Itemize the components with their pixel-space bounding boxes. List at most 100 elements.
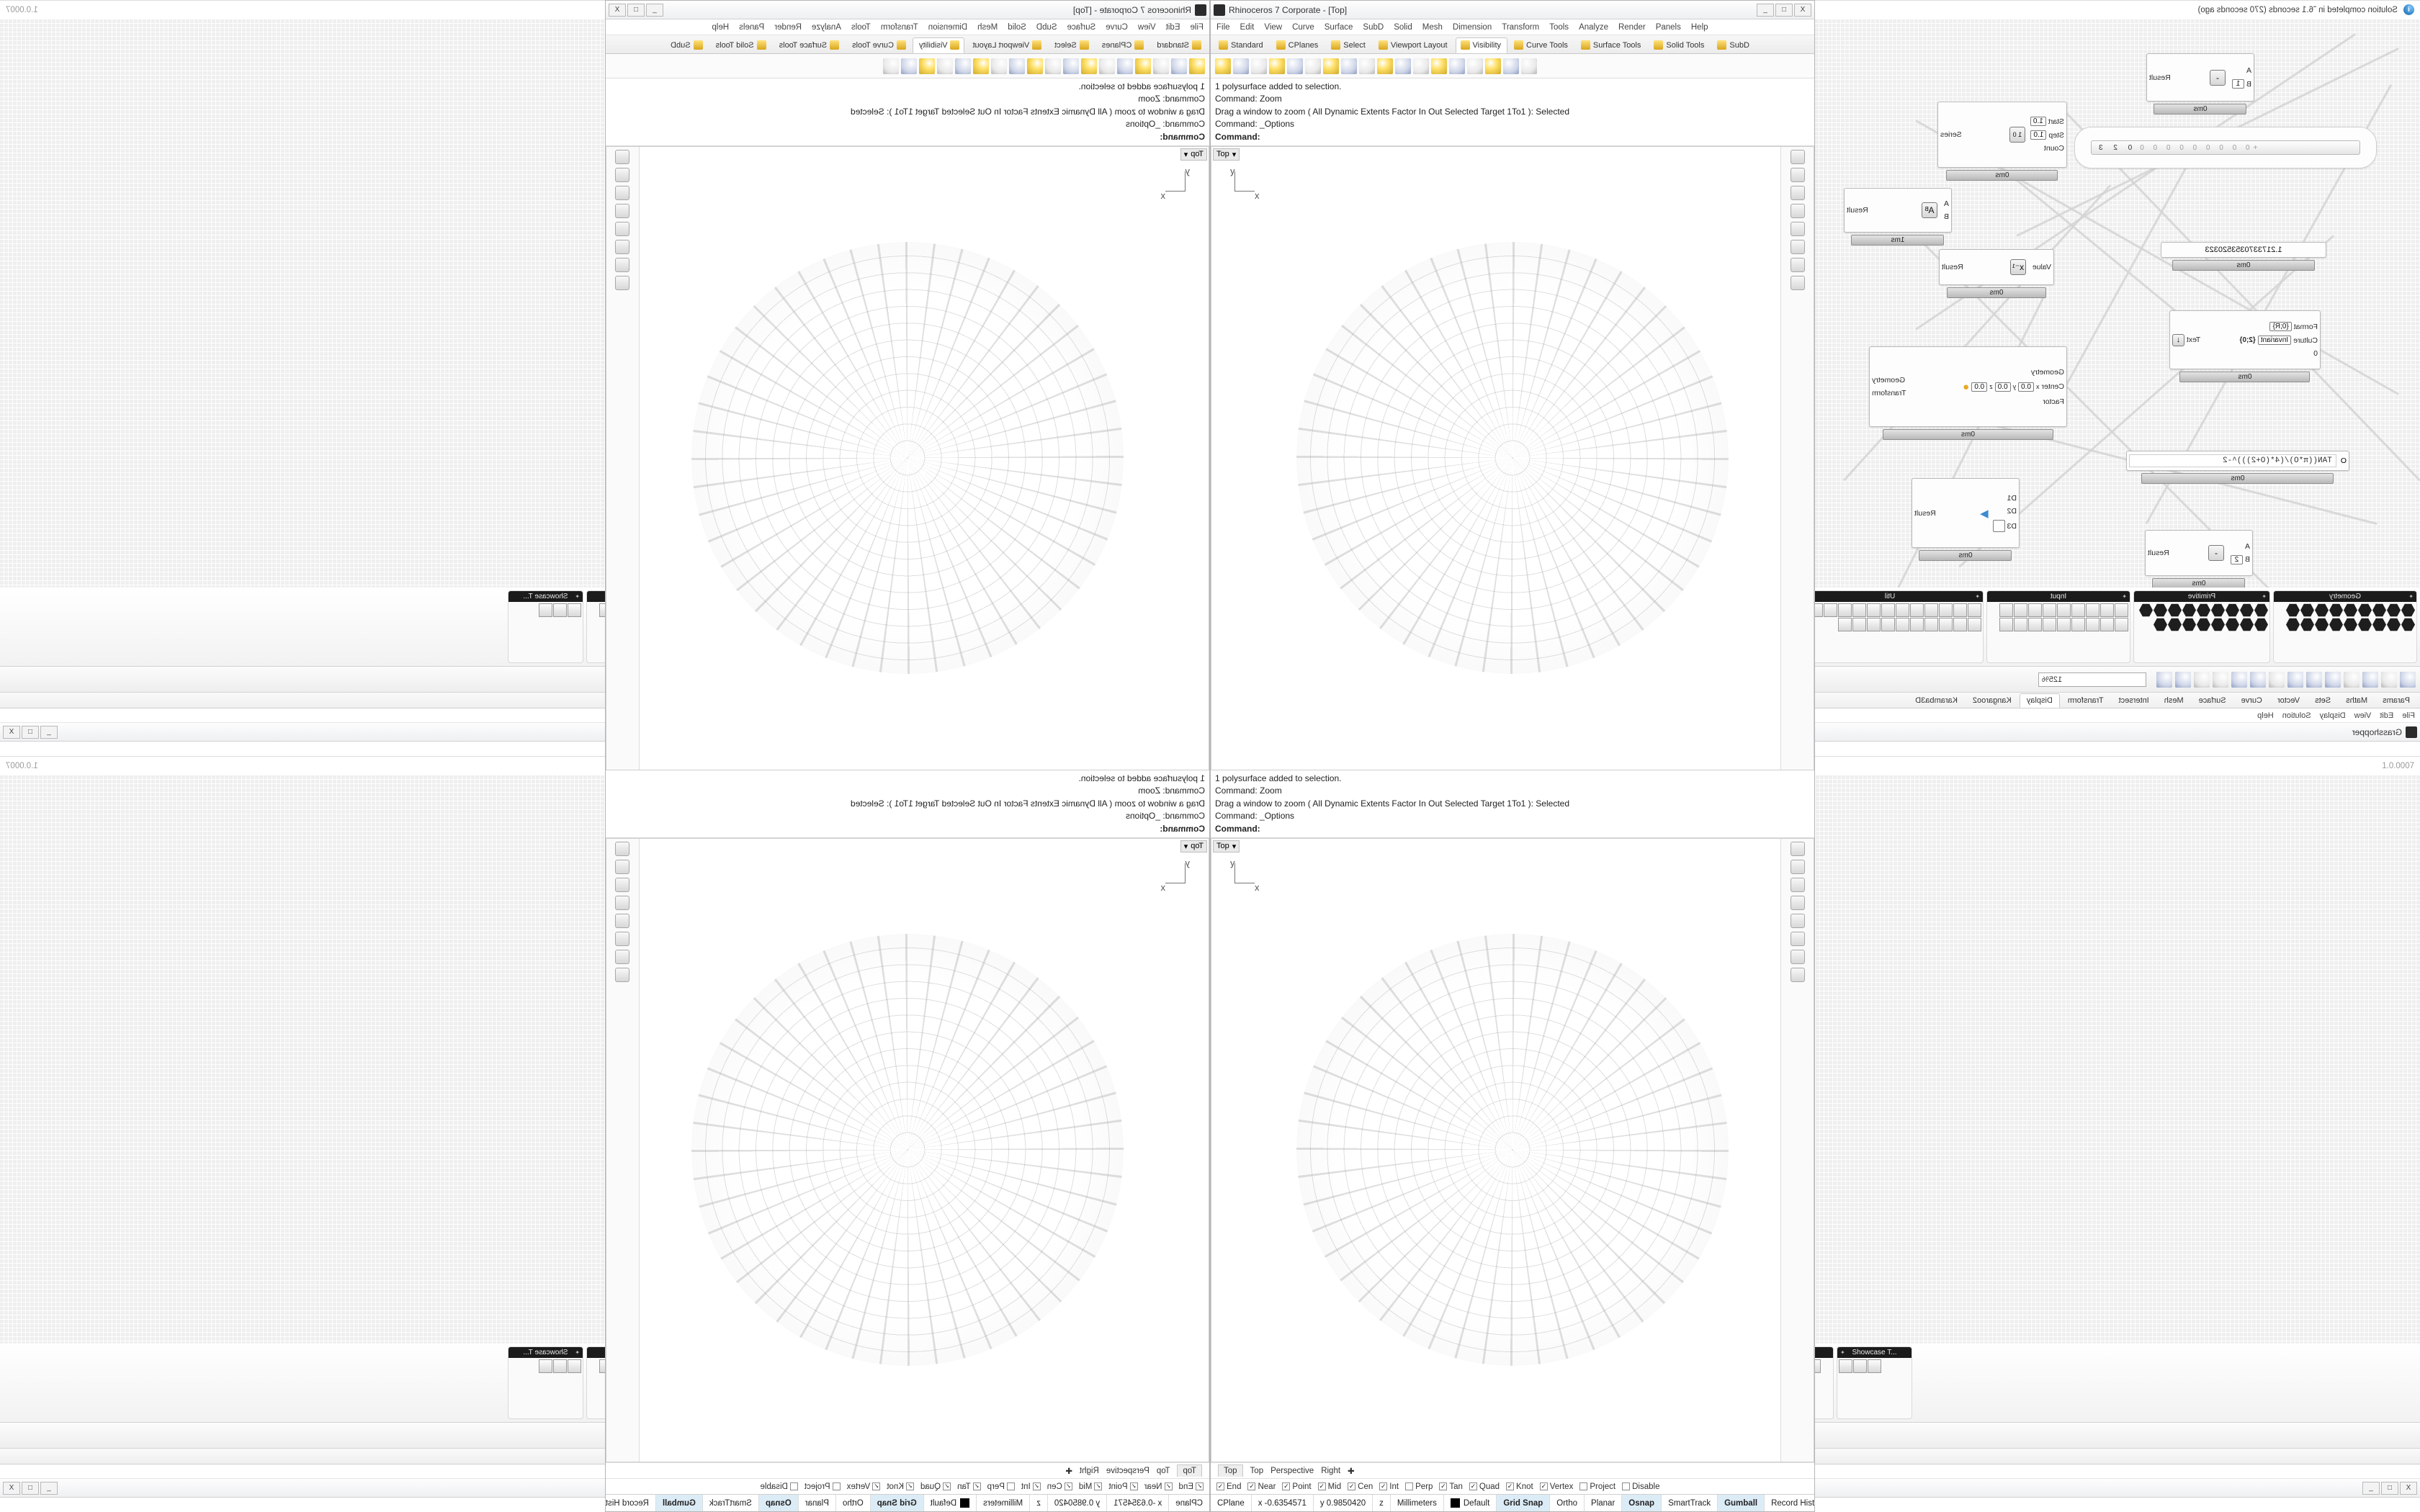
osnap-near[interactable]: ✓ Near (1144, 1482, 1173, 1491)
rhino-menu-file[interactable]: File (1216, 22, 1230, 32)
component-icon[interactable] (2300, 618, 2314, 631)
component-icon[interactable] (2401, 603, 2415, 617)
gh-tab-transform[interactable]: Transform (2067, 696, 2104, 705)
viewport-side-panel[interactable] (606, 146, 640, 770)
component-icon[interactable] (2344, 603, 2357, 617)
osnap-checkbox[interactable]: ✓ (1317, 1482, 1326, 1490)
display-icon[interactable] (615, 877, 630, 892)
draw-icon[interactable] (2287, 671, 2303, 688)
rhino-tab-cplanes[interactable]: CPlanes (1271, 37, 1325, 53)
component-icon[interactable] (2358, 618, 2372, 631)
component-icon[interactable] (2014, 618, 2027, 631)
rhino-viewport-1[interactable]: Top ▾ y x (606, 837, 1209, 1462)
component-icon[interactable] (2401, 618, 2415, 631)
viewport-side-panel[interactable] (1780, 146, 1814, 770)
component-icon[interactable] (1853, 1359, 1867, 1373)
viewport-tab-0[interactable]: Top (1177, 1464, 1202, 1477)
component-icon[interactable] (2115, 603, 2128, 617)
maximize-button[interactable]: □ (1775, 3, 1793, 17)
input-port-b[interactable]: B (1944, 212, 1949, 221)
component-icon[interactable] (2168, 603, 2182, 617)
layer-one-icon[interactable] (1251, 58, 1267, 74)
center-y-value[interactable]: 0.0 (1994, 382, 2011, 392)
component-icon[interactable] (2086, 618, 2099, 631)
named-views-icon[interactable] (615, 931, 630, 946)
rhino-tab-surface-tools[interactable]: Surface Tools (773, 37, 844, 53)
rhino-tab-subd[interactable]: SubD (664, 37, 708, 53)
bulb3-icon[interactable] (901, 58, 917, 74)
component-icon[interactable] (2139, 603, 2153, 617)
preview-icon[interactable] (2344, 671, 2360, 688)
output-port-text[interactable]: Text↓ (2172, 333, 2200, 346)
component-icon[interactable] (2226, 603, 2239, 617)
unlock-icon[interactable] (1341, 58, 1357, 74)
gh-tab-maths[interactable]: Maths (2346, 696, 2368, 705)
rhino-menu-tools[interactable]: Tools (851, 22, 871, 32)
hide-icon[interactable] (1135, 58, 1151, 74)
component-icon[interactable] (2300, 603, 2314, 617)
zoom-extents-icon[interactable] (2362, 671, 2378, 688)
viewport-tab-0[interactable]: Top (1218, 1464, 1243, 1477)
sketch-icon[interactable] (2231, 671, 2247, 688)
osnap-checkbox[interactable] (1405, 1482, 1414, 1490)
close-button[interactable]: X (1794, 3, 1811, 17)
status-toggle-ortho[interactable]: Ortho (1550, 1495, 1585, 1511)
osnap-disable[interactable]: Disable (761, 1482, 798, 1491)
render-icon[interactable] (2156, 671, 2172, 688)
layers-icon[interactable] (1790, 841, 1805, 856)
viewport-side-panel[interactable] (606, 838, 640, 1462)
lights-icon[interactable] (1790, 967, 1805, 982)
materials-icon[interactable] (1790, 949, 1805, 964)
osnap-checkbox[interactable]: ✓ (1247, 1482, 1256, 1490)
show-pts-icon[interactable] (973, 58, 989, 74)
rhino-tab-subd[interactable]: SubD (1712, 37, 1756, 53)
input-port-value[interactable]: Value (2033, 263, 2051, 271)
viewport-label[interactable]: Top ▾ (1180, 840, 1207, 852)
input-port-d3[interactable]: D3 (1992, 520, 2017, 532)
rhino-menu-file[interactable]: File (1190, 22, 1204, 32)
output-port-result[interactable]: Result (2149, 73, 2171, 82)
rhino-menu-transform[interactable]: Transform (880, 22, 918, 32)
component-icon[interactable] (2387, 603, 2401, 617)
rhino-command-pane[interactable]: 1 polysurface added to selection. Command… (1211, 78, 1814, 146)
named-views-icon[interactable] (1790, 239, 1805, 254)
rhino-menu-tools[interactable]: Tools (1549, 22, 1569, 32)
output-port-result[interactable]: Result (1914, 508, 1936, 518)
gh-tab-mesh[interactable]: Mesh (2164, 696, 2184, 705)
osnap-knot[interactable]: ✓ Knot (1506, 1482, 1533, 1491)
gh-menu-solution[interactable]: Solution (2282, 711, 2311, 720)
lights-icon[interactable] (615, 967, 630, 982)
rhino-tab-select[interactable]: Select (1326, 37, 1372, 53)
component-icon[interactable] (1896, 603, 1909, 617)
component-icon[interactable] (2057, 618, 2071, 631)
input-port-a[interactable]: A (1944, 199, 1949, 208)
camera-icon[interactable] (615, 895, 630, 910)
rhino-viewport-1[interactable]: Top ▾ y x (1211, 837, 1814, 1462)
rhino-menu-panels[interactable]: Panels (1655, 22, 1681, 32)
input-port-count[interactable]: Count (2030, 144, 2064, 153)
shade-icon[interactable] (2194, 671, 2210, 688)
display-icon[interactable] (1790, 185, 1805, 200)
layer-off-icon[interactable] (1171, 58, 1187, 74)
hide-icon[interactable] (1269, 58, 1285, 74)
chevron-down-icon[interactable]: ▾ (1232, 842, 1237, 851)
widget-icon[interactable] (2250, 671, 2266, 688)
gh-tab-intersect[interactable]: Intersect (2118, 696, 2149, 705)
status-toggle-grid-snap[interactable]: Grid Snap (869, 1495, 923, 1511)
chevron-down-icon[interactable]: ▾ (1183, 150, 1188, 159)
osnap-int[interactable]: ✓ Int (1021, 1482, 1041, 1491)
osnap-perp[interactable]: Perp (1405, 1482, 1433, 1491)
osnap-point[interactable]: ✓ Point (1282, 1482, 1312, 1491)
status-toggle-grid-snap[interactable]: Grid Snap (1497, 1495, 1551, 1511)
help-icon[interactable] (615, 221, 630, 236)
viewport-label[interactable]: Top ▾ (1180, 148, 1207, 161)
named-views-icon[interactable] (1790, 931, 1805, 946)
component-icon[interactable] (2043, 618, 2056, 631)
osnap-checkbox[interactable]: ✓ (1064, 1482, 1072, 1490)
rhino-menu-view[interactable]: View (1264, 22, 1283, 32)
grid-icon[interactable] (1009, 58, 1025, 74)
component-icon[interactable] (2254, 618, 2268, 631)
bulb4-icon[interactable] (883, 58, 899, 74)
